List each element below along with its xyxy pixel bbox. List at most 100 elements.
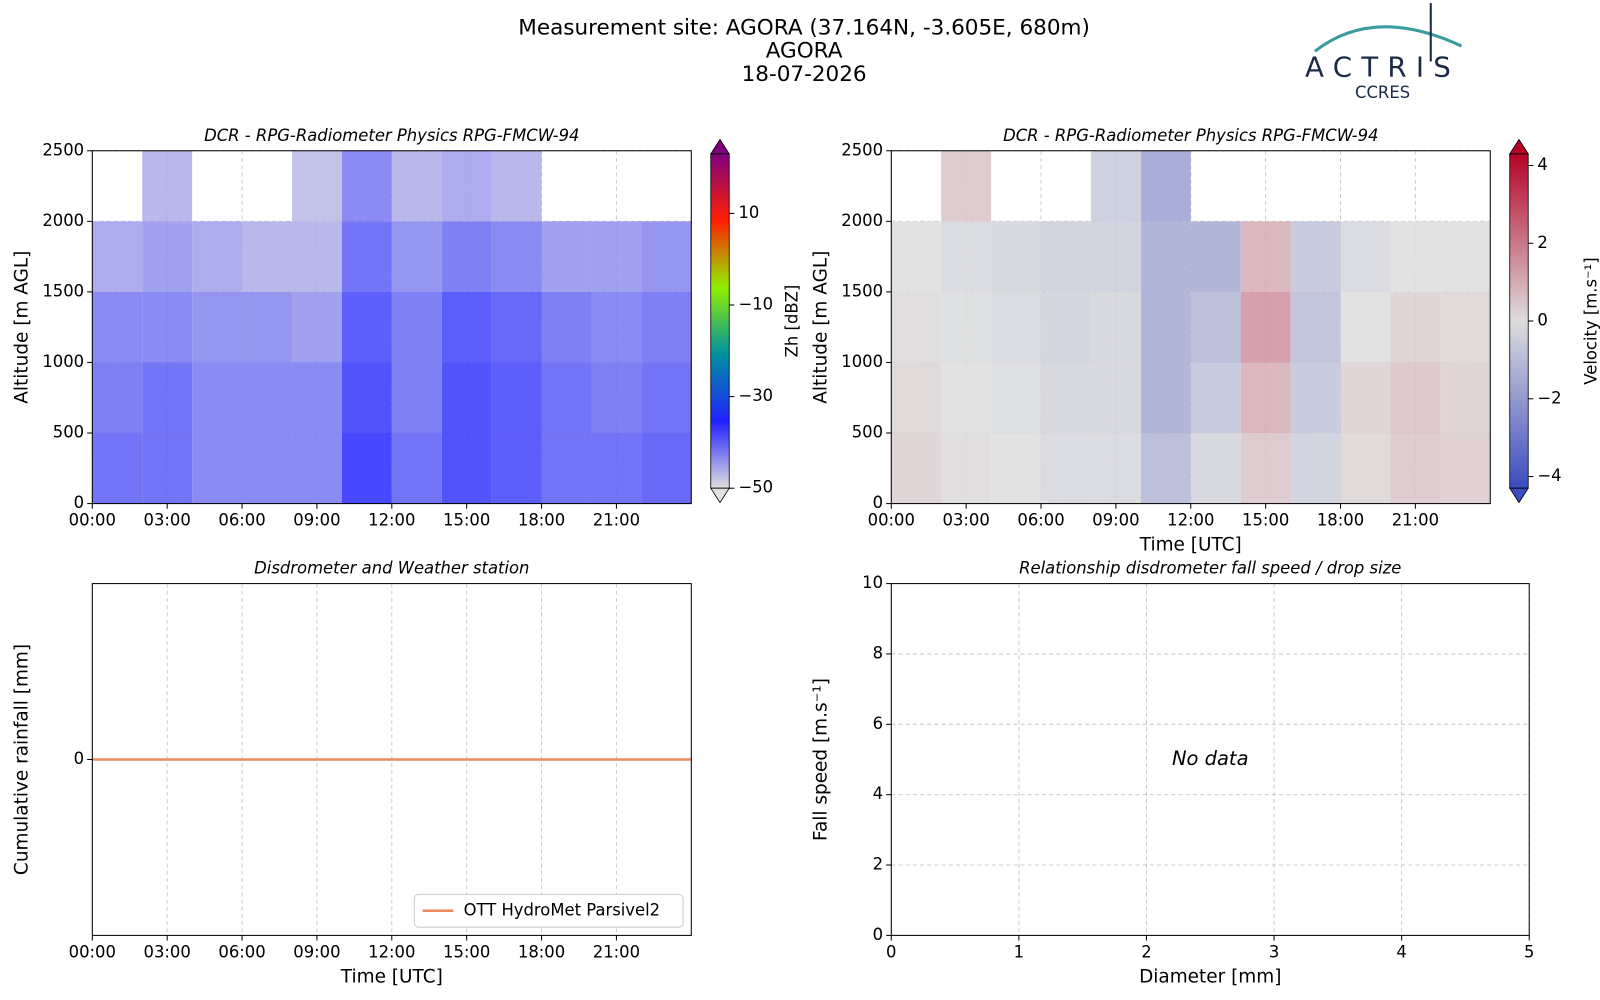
colorbar-tick-label: −30 (738, 386, 773, 405)
heat-cell (991, 221, 1042, 292)
y-tick-label: 2 (873, 855, 883, 874)
colorbar-tick-label: −2 (1537, 388, 1561, 407)
heat-cell (991, 433, 1042, 504)
heat-cell (641, 433, 692, 504)
colorbar-tick-label: 2 (1537, 233, 1547, 252)
heat-cell (1090, 221, 1141, 292)
heat-cell (1041, 221, 1091, 292)
heat-cell (1090, 150, 1141, 222)
y-tick-label: 0 (873, 925, 883, 944)
heat-cell (591, 362, 642, 434)
heat-cell (591, 433, 642, 504)
colorbar-tick-label: −10 (738, 294, 773, 313)
colorbar-tick-label: 4 (1537, 155, 1547, 174)
heat-cell (1240, 221, 1291, 292)
heat-cell (92, 221, 143, 292)
heat-cell (1390, 291, 1441, 363)
x-tick-label: 09:00 (293, 942, 340, 961)
heat-cell (1240, 362, 1291, 434)
heat-cell (291, 221, 342, 292)
heat-cell (1340, 221, 1391, 292)
y-tick-label: 500 (53, 423, 84, 442)
x-axis-label: Time [UTC] (1139, 535, 1242, 556)
heat-cell (1390, 221, 1441, 292)
heat-cell (391, 150, 442, 222)
heat-cell (491, 362, 542, 434)
legend-box (413, 893, 684, 928)
colorbar-tick-label: 0 (1537, 311, 1547, 330)
heat-cell (1041, 433, 1091, 504)
heat-cell (291, 150, 342, 222)
x-tick-label: 09:00 (1092, 511, 1139, 530)
heat-cell (541, 362, 592, 434)
colorbar-extension (710, 487, 730, 504)
heat-cell (941, 291, 992, 363)
heat-cell (491, 150, 542, 222)
x-tick-label: 09:00 (293, 511, 340, 530)
x-tick-label: 03:00 (144, 942, 191, 961)
y-tick-label: 0 (873, 493, 883, 512)
y-axis-label: Fall speed [m.s⁻¹] (811, 678, 832, 841)
x-tick-label: 5 (1524, 942, 1534, 961)
x-tick-label: 12:00 (368, 511, 415, 530)
heat-cell (1090, 291, 1141, 363)
x-tick-label: 1 (1014, 942, 1024, 961)
x-tick-label: 15:00 (443, 511, 490, 530)
heat-cell (1290, 433, 1341, 504)
heat-cell (242, 433, 292, 504)
heat-cell (891, 433, 942, 504)
colorbar-tick-label: −4 (1537, 466, 1561, 485)
chart-panel: No data 0 1 2 3 4 5 0 2 4 6 8 10 Relationship disdrom… (811, 559, 1535, 988)
y-tick-label: 2000 (841, 211, 883, 230)
heat-cell (142, 433, 193, 504)
x-tick-label: 18:00 (518, 942, 565, 961)
heat-cell (541, 221, 592, 292)
colorbar-extension (1508, 487, 1529, 504)
heat-cell (1190, 362, 1241, 434)
chart-title: Relationship disdrometer fall speed / dr… (1019, 559, 1401, 578)
y-tick-label: 8 (873, 643, 883, 662)
heat-cell (142, 150, 193, 222)
heat-cell (242, 221, 292, 292)
x-tick-label: 2 (1141, 942, 1151, 961)
heat-cell (991, 291, 1042, 363)
heat-cell (341, 221, 392, 292)
heat-cell (142, 291, 193, 363)
y-tick-label: 500 (852, 423, 883, 442)
heat-cell (1440, 291, 1491, 363)
heat-cell (1041, 291, 1091, 363)
heat-cell (291, 291, 342, 363)
y-tick-label: 2500 (841, 140, 883, 159)
x-tick-label: 21:00 (593, 511, 640, 530)
header-line: AGORA (766, 38, 843, 63)
colorbar (1509, 153, 1529, 489)
heat-cell (1440, 362, 1491, 434)
chart-panel: −50 −30 −10 10 Zh [dBZ] 00:00 03:00 06:00 09:00 1… (12, 126, 802, 530)
colorbar-tick-label: 10 (738, 203, 759, 222)
chart-title: DCR - RPG-Radiometer Physics RPG-FMCW-94 (204, 126, 579, 145)
heat-cell (1140, 433, 1191, 504)
heat-cell (1240, 433, 1291, 504)
heat-cell (291, 433, 342, 504)
heat-cell (391, 362, 442, 434)
heat-cell (92, 433, 143, 504)
heat-cell (1290, 291, 1341, 363)
heat-cell (391, 291, 442, 363)
heat-cell (142, 362, 193, 434)
y-tick-label: 6 (873, 714, 883, 733)
heat-cell (1140, 291, 1191, 363)
heat-cell (491, 291, 542, 363)
chart-title: DCR - RPG-Radiometer Physics RPG-FMCW-94 (1003, 126, 1378, 145)
heat-cell (341, 291, 392, 363)
x-tick-label: 03:00 (144, 511, 191, 530)
x-tick-label: 0 (886, 942, 896, 961)
logo-arc (1313, 25, 1463, 53)
x-tick-label: 21:00 (1392, 511, 1439, 530)
y-tick-label: 10 (862, 573, 883, 592)
x-axis-label: Diameter [mm] (1139, 966, 1281, 987)
x-tick-label: 18:00 (1317, 511, 1364, 530)
heat-cell (441, 150, 492, 222)
heat-cell (92, 291, 143, 363)
heat-cell (591, 221, 642, 292)
heat-cell (591, 291, 642, 363)
